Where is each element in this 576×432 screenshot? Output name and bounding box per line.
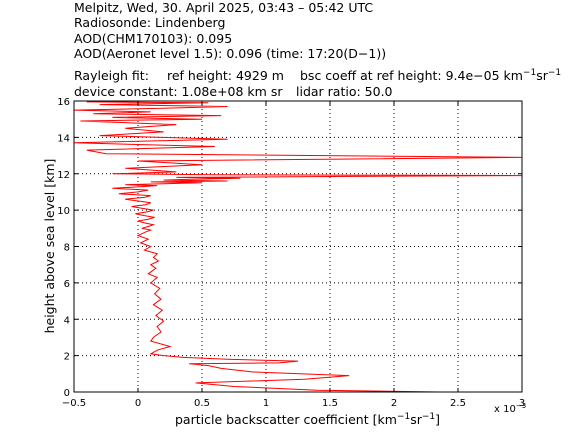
x-axis-exponent-sup: −3 xyxy=(516,402,526,410)
y-tick-label: 14 xyxy=(57,133,70,144)
x-tick-label: 1 xyxy=(263,398,269,409)
y-axis-label: height above sea level [km] xyxy=(42,159,57,334)
x-axis-label-sup-2: −1 xyxy=(422,412,435,422)
bsc-coeff-value: bsc coeff at ref height: 9.4e−05 km xyxy=(300,68,523,84)
rayleigh-fit-label: Rayleigh fit: xyxy=(74,68,149,83)
y-tick-label: 2 xyxy=(64,352,70,363)
x-axis-exponent: x 10−3 xyxy=(494,402,526,415)
x-axis-exponent-base: x 10 xyxy=(494,404,516,415)
bsc-coeff: bsc coeff at ref height: 9.4e−05 km−1sr−… xyxy=(300,66,561,83)
grid-lines xyxy=(74,101,522,392)
y-tick-label: 8 xyxy=(64,243,70,254)
y-tick-label: 16 xyxy=(57,97,70,108)
radiosonde-line: Radiosonde: Lindenberg xyxy=(74,15,226,30)
y-tick-label: 0 xyxy=(64,388,70,399)
x-axis-label-main: particle backscatter coefficient [km xyxy=(175,412,397,427)
y-tick-label: 12 xyxy=(57,170,70,181)
x-axis-label: particle backscatter coefficient [km−1sr… xyxy=(175,412,440,427)
lidar-ratio: lidar ratio: 50.0 xyxy=(296,84,393,99)
x-tick-label: 2.5 xyxy=(450,398,466,409)
y-tick-label: 6 xyxy=(64,279,70,290)
bsc-unit-sup-1: −1 xyxy=(522,68,537,78)
x-tick-label: 0.5 xyxy=(194,398,210,409)
aod-chm-line: AOD(CHM170103): 0.095 xyxy=(74,31,233,46)
bsc-unit-sup-2: −1 xyxy=(547,68,562,78)
x-axis-label-sr: sr xyxy=(410,412,423,427)
x-axis-label-sup-1: −1 xyxy=(397,412,410,422)
x-tick-label: 0 xyxy=(135,398,141,409)
x-tick-label: −0.5 xyxy=(62,398,86,409)
ref-height: ref height: 4929 m xyxy=(167,68,284,83)
y-tick-label: 4 xyxy=(64,315,70,326)
title-line-1: Melpitz, Wed, 30. April 2025, 03:43 – 05… xyxy=(74,0,374,15)
x-tick-label: 1.5 xyxy=(322,398,338,409)
aod-aeronet-line: AOD(Aeronet level 1.5): 0.096 (time: 17:… xyxy=(74,46,387,61)
x-tick-label: 3 xyxy=(519,398,525,409)
x-tick-label: 2 xyxy=(391,398,397,409)
bsc-unit-sr: sr xyxy=(536,68,548,84)
y-tick-label: 10 xyxy=(57,206,70,217)
device-constant: device constant: 1.08e+08 km sr xyxy=(74,84,283,99)
x-axis-label-end: ] xyxy=(435,412,440,427)
